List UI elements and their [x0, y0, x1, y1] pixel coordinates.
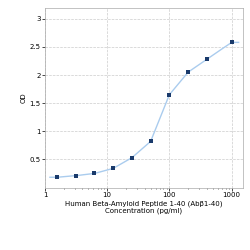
- Point: [92, 172, 96, 175]
- Point: [205, 57, 209, 61]
- Point: [167, 93, 171, 97]
- Point: [55, 175, 59, 179]
- Point: [230, 40, 234, 44]
- Y-axis label: OD: OD: [21, 92, 27, 103]
- Point: [74, 174, 78, 178]
- Point: [130, 156, 134, 160]
- X-axis label: Human Beta-Amyloid Peptide 1-40 (Abβ1-40)
Concentration (pg/ml): Human Beta-Amyloid Peptide 1-40 (Abβ1-40…: [65, 200, 222, 214]
- Point: [186, 70, 190, 74]
- Point: [111, 166, 115, 170]
- Point: [149, 140, 153, 143]
